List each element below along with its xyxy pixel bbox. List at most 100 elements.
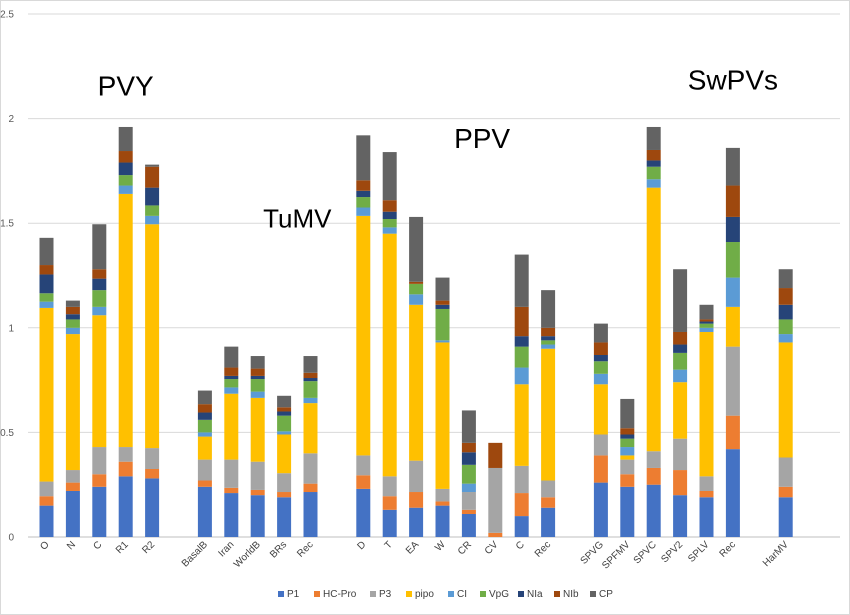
bar-segment [593, 361, 608, 374]
bar-segment [92, 306, 107, 316]
bar-segment [646, 179, 661, 188]
bar-segment [303, 403, 318, 454]
bar-segment [620, 447, 635, 456]
bar-segment [673, 352, 688, 370]
bar-segment [65, 327, 80, 335]
bar-segment [488, 532, 503, 537]
legend-label: pipo [415, 589, 434, 600]
bar-segment [673, 382, 688, 439]
bar-segment [250, 461, 265, 490]
bar-segment [118, 447, 133, 462]
bar-segment [673, 495, 688, 537]
bar-segment [118, 151, 133, 163]
bar-segment [699, 321, 714, 324]
bar-segment [224, 346, 239, 368]
bar-segment [725, 147, 740, 186]
bar-segment [699, 490, 714, 498]
bar-segment [541, 344, 556, 349]
bar-segment [382, 509, 397, 537]
bar-segment [197, 419, 212, 433]
bar-segment [725, 216, 740, 243]
bar-segment [224, 459, 239, 488]
bar-segment [620, 398, 635, 429]
bar-segment [646, 451, 661, 468]
bar-segment [646, 126, 661, 150]
bar-segment [356, 215, 371, 456]
bar-segment [224, 393, 239, 460]
bar-segment [92, 447, 107, 475]
bar-segment [277, 473, 292, 493]
bar-segment [646, 160, 661, 167]
bar-segment [65, 482, 80, 491]
bar-segment [250, 391, 265, 398]
bar-segment [145, 478, 160, 537]
bar-segment [725, 277, 740, 307]
bar-segment [409, 294, 424, 305]
bar-segment [197, 412, 212, 420]
bar-segment [145, 205, 160, 216]
bar-segment [409, 281, 424, 284]
bar-segment [461, 509, 476, 514]
bar-segment [673, 438, 688, 471]
bar-segment [39, 293, 54, 302]
y-tick-label: 2 [8, 114, 14, 125]
bar-segment [699, 327, 714, 332]
bar-segment [118, 162, 133, 176]
bar-segment [250, 379, 265, 392]
bar-segment [145, 166, 160, 188]
bar-segment [461, 464, 476, 484]
bar-segment [620, 434, 635, 439]
y-axis-ticks: 0 0.5 1 1.5 2 2.5 [0, 10, 14, 544]
bar-segment [593, 373, 608, 385]
group-label: SwPVs [688, 64, 778, 95]
bar-segment [514, 384, 529, 466]
group-label: PVY [98, 71, 154, 102]
legend-swatch [480, 591, 486, 597]
bar-segment [277, 434, 292, 474]
legend-swatch [278, 591, 284, 597]
bar-segment [197, 390, 212, 405]
bar-stacks [39, 126, 793, 537]
bar-segment [409, 216, 424, 282]
bar-segment [250, 489, 265, 496]
bar-segment [356, 197, 371, 208]
bar-segment [488, 467, 503, 533]
bar-segment [65, 490, 80, 537]
bar-segment [356, 488, 371, 537]
bar-segment [409, 507, 424, 537]
bar-segment [356, 207, 371, 216]
legend-swatch [314, 591, 320, 597]
bar-segment [725, 185, 740, 217]
group-labels: PVYTuMVPPVSwPVsHarMV [98, 64, 778, 233]
bar-segment [356, 455, 371, 476]
bar-segment [593, 323, 608, 343]
bar-segment [39, 237, 54, 266]
bar-segment [303, 372, 318, 379]
y-tick-label: 0 [8, 533, 14, 544]
bar-segment [778, 319, 793, 335]
bar-segment [39, 496, 54, 506]
bar-segment [646, 467, 661, 485]
bar-segment [620, 455, 635, 460]
bar-segment [382, 152, 397, 201]
bar-segment [197, 432, 212, 437]
group-label: TuMV [263, 203, 332, 233]
bar-segment [39, 301, 54, 308]
bar-segment [593, 354, 608, 362]
bar-segment [620, 486, 635, 537]
bar-segment [541, 480, 556, 498]
bar-segment [699, 497, 714, 537]
bar-segment [435, 304, 450, 309]
bar-segment [92, 486, 107, 537]
bar-segment [435, 300, 450, 305]
bar-segment [725, 242, 740, 278]
legend-swatch [448, 591, 454, 597]
bar-segment [145, 215, 160, 225]
bar-segment [356, 190, 371, 198]
bar-segment [303, 381, 318, 398]
legend-label: CI [457, 589, 467, 600]
bar-segment [673, 344, 688, 353]
bar-segment [250, 368, 265, 376]
bar-segment [39, 265, 54, 275]
bar-segment [39, 307, 54, 482]
